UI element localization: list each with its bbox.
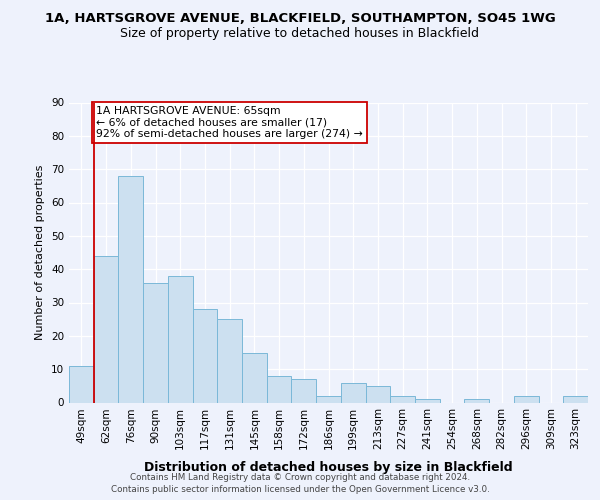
Bar xyxy=(118,176,143,402)
Bar xyxy=(242,352,267,403)
Bar xyxy=(341,382,365,402)
Text: Contains HM Land Registry data © Crown copyright and database right 2024.
Contai: Contains HM Land Registry data © Crown c… xyxy=(110,472,490,494)
Bar xyxy=(69,366,94,403)
Bar xyxy=(365,386,390,402)
Bar xyxy=(94,256,118,402)
X-axis label: Distribution of detached houses by size in Blackfield: Distribution of detached houses by size … xyxy=(144,460,513,473)
Bar xyxy=(563,396,588,402)
Bar xyxy=(143,282,168,403)
Text: Size of property relative to detached houses in Blackfield: Size of property relative to detached ho… xyxy=(121,28,479,40)
Bar xyxy=(390,396,415,402)
Bar xyxy=(464,399,489,402)
Bar xyxy=(217,319,242,402)
Bar xyxy=(267,376,292,402)
Y-axis label: Number of detached properties: Number of detached properties xyxy=(35,165,46,340)
Bar xyxy=(415,399,440,402)
Bar xyxy=(193,309,217,402)
Bar xyxy=(168,276,193,402)
Bar xyxy=(316,396,341,402)
Text: 1A HARTSGROVE AVENUE: 65sqm
← 6% of detached houses are smaller (17)
92% of semi: 1A HARTSGROVE AVENUE: 65sqm ← 6% of deta… xyxy=(96,106,363,139)
Bar xyxy=(514,396,539,402)
Bar xyxy=(292,379,316,402)
Text: 1A, HARTSGROVE AVENUE, BLACKFIELD, SOUTHAMPTON, SO45 1WG: 1A, HARTSGROVE AVENUE, BLACKFIELD, SOUTH… xyxy=(44,12,556,26)
